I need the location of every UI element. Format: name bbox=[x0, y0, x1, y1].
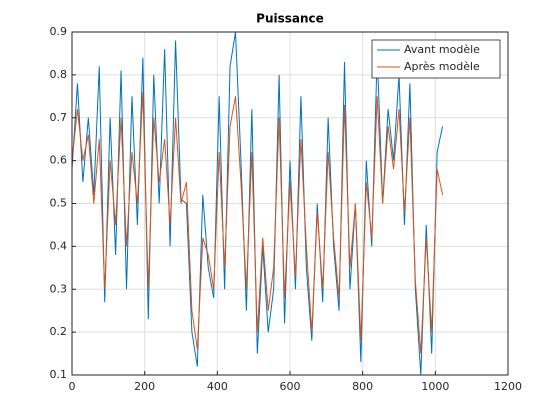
series-line bbox=[72, 32, 444, 375]
x-tick-label: 200 bbox=[134, 380, 155, 393]
chart-title: Puissance bbox=[256, 12, 324, 26]
x-tick-label: 600 bbox=[280, 380, 301, 393]
legend-label: Après modèle bbox=[404, 60, 480, 73]
ticks: 0 200 400 600 800 1000 1200 0.1 0.2 0.3 0.4 0.5 0.6 0… bbox=[50, 25, 523, 393]
legend-box bbox=[371, 39, 501, 79]
y-tick-label: 0.7 bbox=[50, 111, 68, 124]
x-tick-label: 1000 bbox=[421, 380, 449, 393]
series-line bbox=[72, 92, 444, 354]
y-tick-label: 0.3 bbox=[50, 282, 68, 295]
y-tick-label: 0.8 bbox=[50, 68, 68, 81]
x-tick-label: 1200 bbox=[494, 380, 522, 393]
x-tick-label: 0 bbox=[69, 380, 76, 393]
legend: Avant modèle Après modèle bbox=[371, 39, 501, 79]
y-tick-label: 0.4 bbox=[50, 239, 68, 252]
y-tick-label: 0.1 bbox=[50, 368, 68, 381]
y-tick-label: 0.2 bbox=[50, 325, 68, 338]
x-tick-label: 400 bbox=[207, 380, 228, 393]
y-tick-label: 0.6 bbox=[50, 154, 68, 167]
legend-label: Avant modèle bbox=[404, 43, 480, 56]
y-tick-label: 0.9 bbox=[50, 25, 68, 38]
x-tick-label: 800 bbox=[352, 380, 373, 393]
y-tick-label: 0.5 bbox=[50, 197, 68, 210]
lines bbox=[72, 32, 444, 375]
